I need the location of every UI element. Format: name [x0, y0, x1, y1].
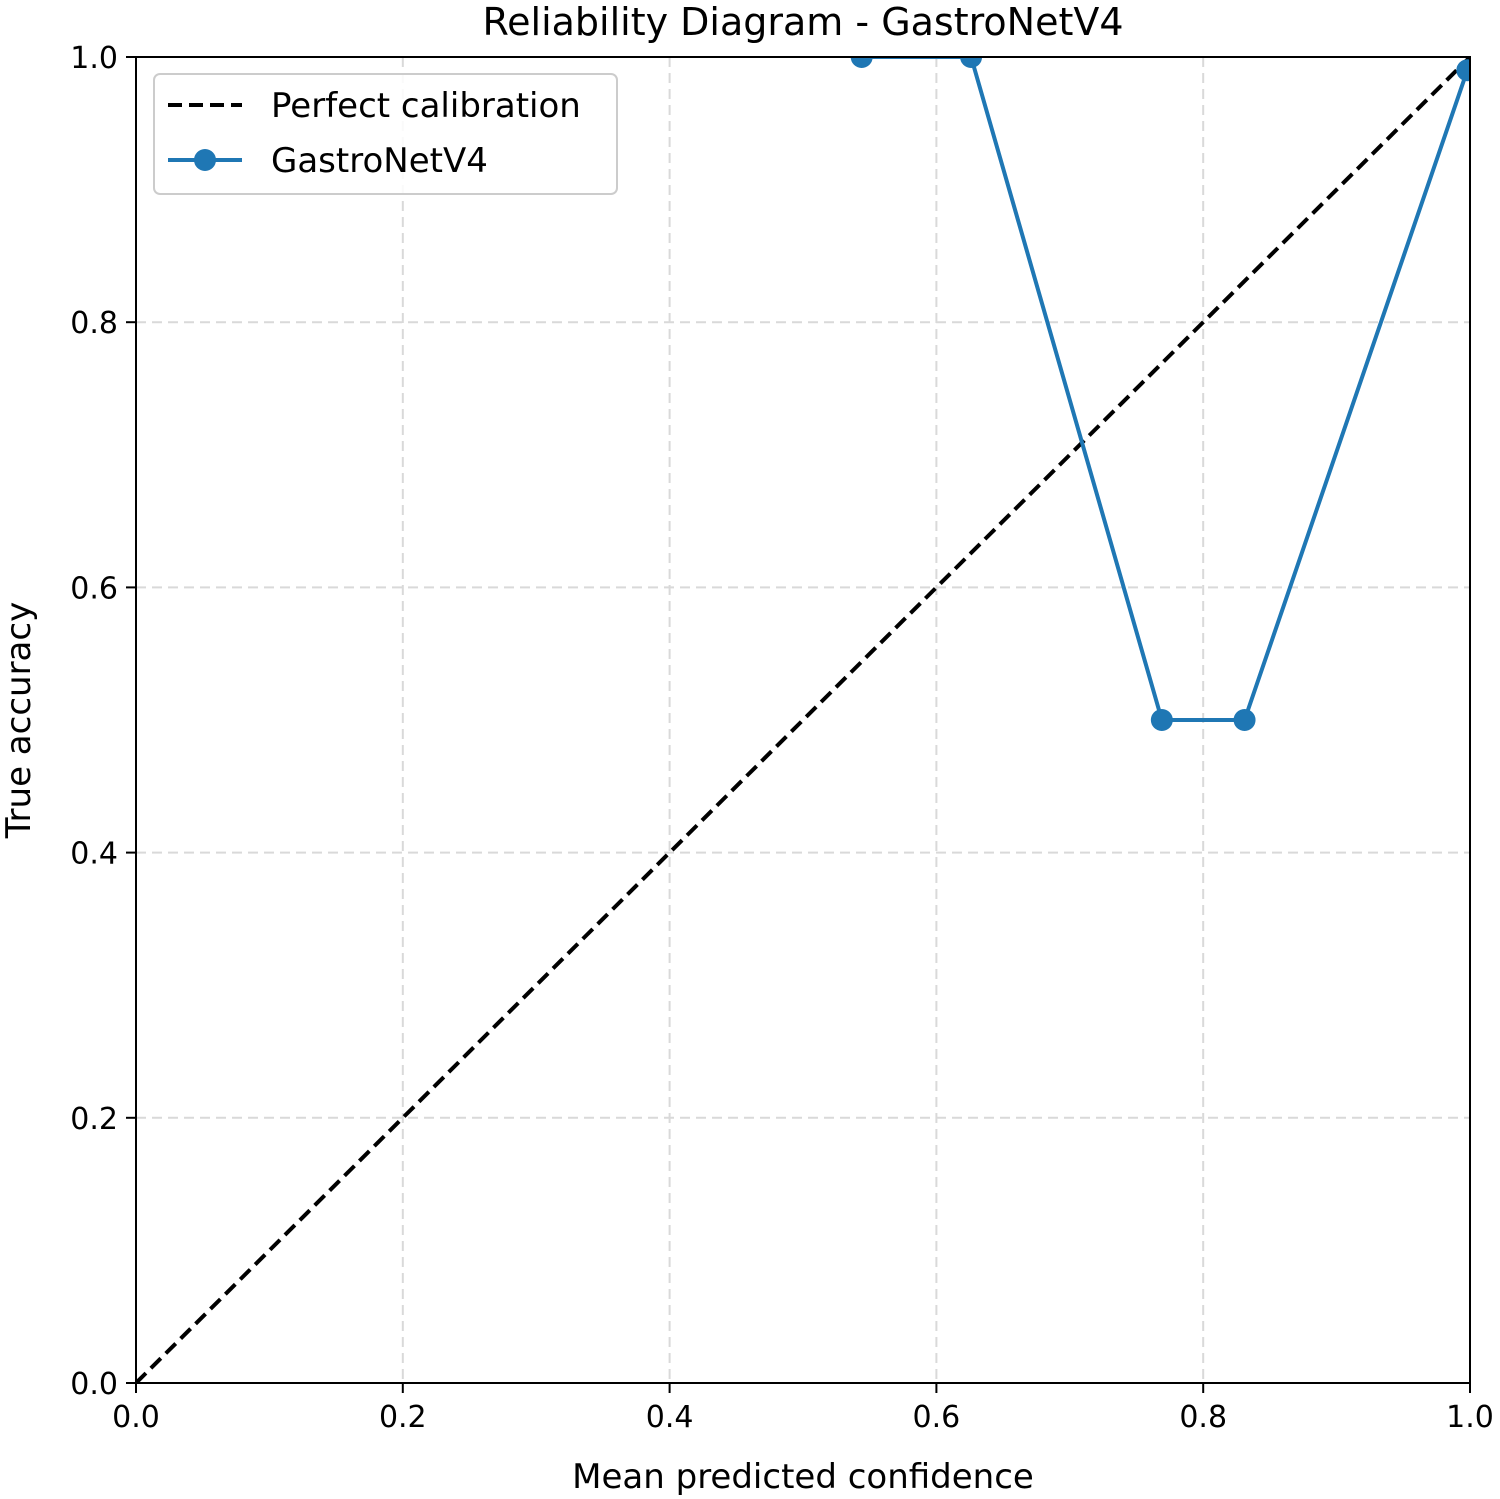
y-tick-label: 1.0 — [70, 41, 118, 76]
x-tick-label: 0.6 — [913, 1400, 961, 1435]
x-tick-label: 0.8 — [1179, 1400, 1227, 1435]
x-tick-label: 1.0 — [1446, 1400, 1494, 1435]
y-tick-label: 0.2 — [70, 1102, 118, 1137]
legend-box — [153, 73, 618, 195]
y-tick-label: 0.4 — [70, 837, 118, 872]
y-tick-label: 0.6 — [70, 571, 118, 606]
gastronetv4-point — [1150, 709, 1173, 731]
ticks: 0.0 0.2 0.4 0.6 0.8 1.0 0.0 0.2 0.4 0.6 0.8 1.0 — [70, 41, 1494, 1435]
gastronetv4-point — [960, 57, 983, 68]
perfect-calibration-line — [136, 57, 1470, 1383]
x-tick-label: 0.0 — [112, 1400, 160, 1435]
x-tick-label: 0.4 — [646, 1400, 694, 1435]
gastronetv4-point — [1456, 59, 1470, 82]
legend-label-perfect-calibration: Perfect calibration — [271, 86, 581, 126]
gastronetv4-point — [850, 57, 873, 68]
y-axis-title: True accuracy — [0, 602, 39, 839]
x-tick-label: 0.2 — [379, 1400, 427, 1435]
plot-frame — [135, 56, 1471, 1384]
y-tick-label: 0.0 — [70, 1367, 118, 1402]
gastronetv4-point — [1233, 709, 1256, 731]
series-layer — [136, 57, 1470, 1383]
legend: Perfect calibration GastroNetV4 — [153, 73, 618, 195]
x-axis-title: Mean predicted confidence — [572, 1457, 1034, 1497]
gastronetv4-line — [861, 57, 1470, 722]
y-tick-label: 0.8 — [70, 306, 118, 341]
chart-title: Reliability Diagram - GastroNetV4 — [482, 0, 1123, 44]
legend-swatch-gastronetv4-marker — [194, 149, 216, 171]
legend-label-gastronetv4: GastroNetV4 — [271, 141, 488, 181]
